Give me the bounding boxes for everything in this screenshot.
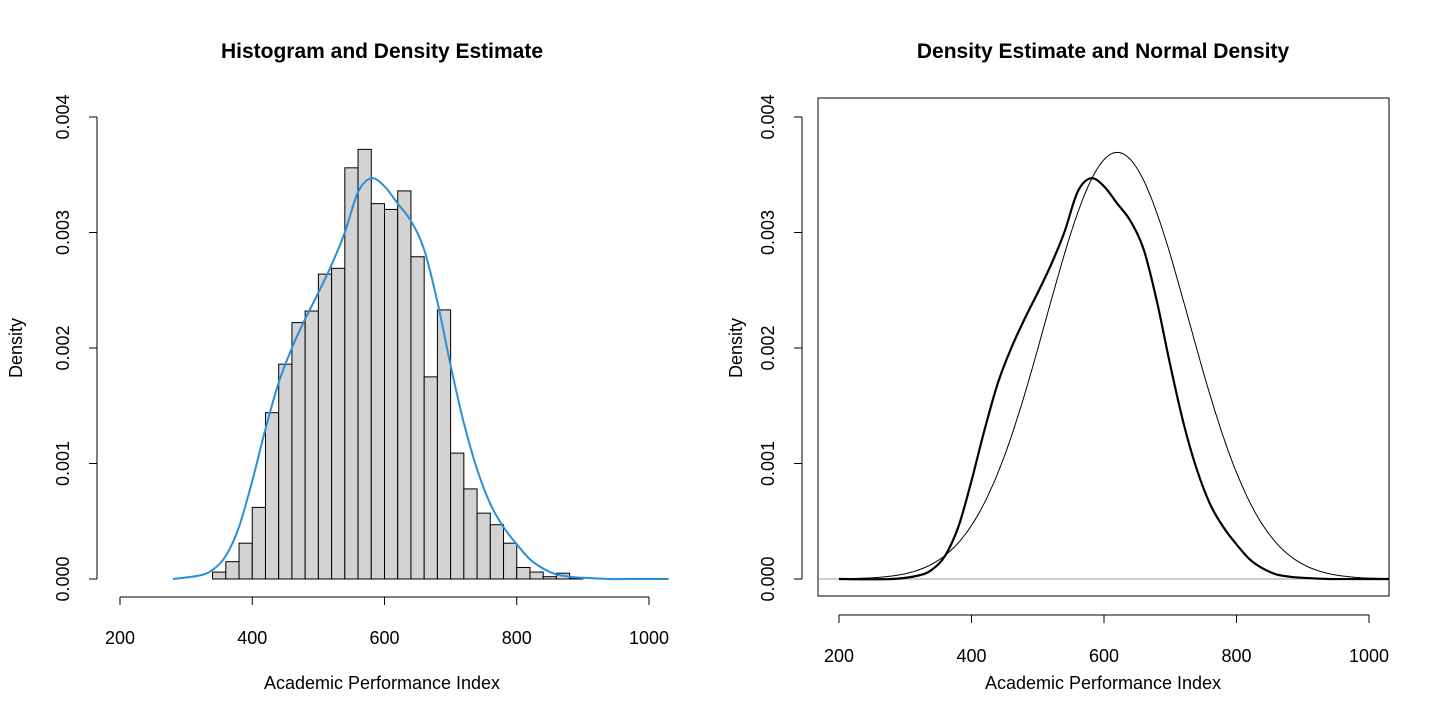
kernel-density-curve: [838, 177, 1389, 581]
histogram-bar: [529, 571, 544, 580]
histogram-bar: [317, 273, 333, 580]
y-axis: 0.000 0.001 0.002 0.003 0.004: [758, 94, 803, 602]
y-tick-label: 0.003: [758, 210, 778, 255]
histogram-bar: [370, 203, 385, 580]
x-tick-label: 800: [502, 628, 532, 648]
y-tick-label: 0.001: [53, 441, 73, 486]
y-axis-title: Density: [726, 318, 746, 378]
x-tick-label: 600: [1089, 646, 1119, 666]
histogram-bar: [450, 452, 465, 580]
histogram-bar: [331, 267, 346, 580]
histogram-bars: [212, 148, 584, 580]
histogram-bar: [357, 148, 372, 580]
histogram-bar: [436, 309, 452, 580]
histogram-bar: [423, 376, 438, 580]
x-axis-title: Academic Performance Index: [985, 673, 1221, 693]
histogram-bar: [264, 412, 280, 580]
y-tick-label: 0.002: [758, 325, 778, 370]
histogram-bar: [397, 190, 412, 580]
histogram-panel: Histogram and Density Estimate Academic …: [6, 40, 669, 693]
y-tick-label: 0.001: [758, 441, 778, 486]
x-tick-label: 400: [237, 628, 267, 648]
x-tick-label: 200: [105, 628, 135, 648]
y-tick-label: 0.004: [758, 94, 778, 139]
x-tick-label: 800: [1221, 646, 1251, 666]
histogram-bar: [251, 506, 266, 580]
chart-title: Histogram and Density Estimate: [221, 40, 543, 63]
histogram-bar: [410, 256, 425, 580]
histogram-bar: [238, 542, 253, 580]
normal-density-curve: [838, 151, 1388, 580]
histogram-bar: [384, 208, 399, 580]
y-tick-label: 0.000: [53, 556, 73, 601]
kernel-density-curve: [172, 177, 669, 581]
x-tick-label: 600: [369, 628, 399, 648]
density-curves: [838, 151, 1389, 581]
histogram-bar: [225, 561, 240, 580]
plot-frame: [817, 97, 1390, 597]
chart-title: Density Estimate and Normal Density: [917, 40, 1290, 63]
x-tick-label: 1000: [1349, 646, 1389, 666]
density-curves: [172, 177, 669, 581]
y-tick-label: 0.002: [53, 325, 73, 370]
y-tick-label: 0.000: [758, 556, 778, 601]
histogram-bar: [489, 524, 505, 580]
histogram-bar: [503, 542, 518, 580]
histogram-bar: [516, 566, 531, 580]
y-axis: 0.000 0.001 0.002 0.003 0.004: [53, 94, 98, 602]
y-tick-label: 0.003: [53, 210, 73, 255]
histogram-bar: [212, 571, 227, 580]
x-axis: 200 400 600 800 1000: [824, 614, 1389, 666]
histogram-bar: [304, 310, 319, 580]
x-axis: 200 400 600 800 1000: [105, 596, 669, 648]
x-axis-title: Academic Performance Index: [264, 673, 500, 693]
y-axis-title: Density: [6, 318, 26, 378]
x-tick-label: 400: [956, 646, 986, 666]
histogram-bar: [463, 488, 478, 580]
histogram-bar: [542, 576, 557, 580]
histogram-bar: [278, 363, 293, 580]
y-tick-label: 0.004: [53, 94, 73, 139]
histogram-bar: [476, 512, 491, 580]
density-comparison-panel: Density Estimate and Normal Density Acad…: [726, 40, 1390, 693]
x-tick-label: 200: [824, 646, 854, 666]
x-tick-label: 1000: [629, 628, 669, 648]
histogram-bar: [291, 322, 306, 580]
